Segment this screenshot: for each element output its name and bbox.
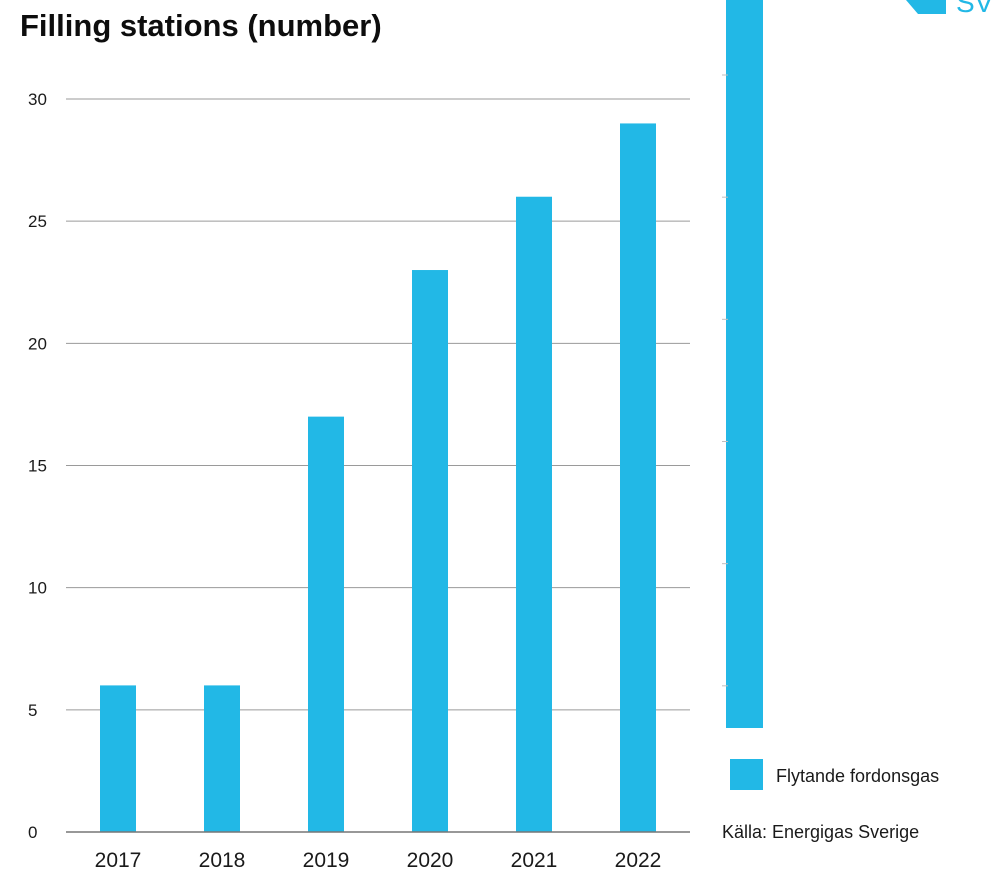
y-tick-label: 25 — [28, 212, 47, 231]
source-text: Källa: Energigas Sverige — [722, 822, 919, 842]
y-tick-label: 10 — [28, 579, 47, 598]
decorative-side-bar — [726, 0, 763, 728]
bar-2020 — [412, 270, 448, 832]
logo-mark-icon — [906, 0, 946, 14]
y-axis-ticks: 0 5 10 15 20 25 30 — [28, 90, 47, 842]
bar-2022 — [620, 123, 656, 832]
x-axis-ticks: 2017 2018 2019 2020 2021 2022 — [95, 849, 662, 872]
x-tick-label: 2017 — [95, 849, 142, 872]
y-tick-label: 5 — [28, 701, 37, 720]
y-tick-label: 30 — [28, 90, 47, 109]
bar-2017 — [100, 685, 136, 832]
legend: Flytande fordonsgas — [730, 759, 939, 790]
chart-title: Filling stations (number) — [20, 8, 382, 43]
x-tick-label: 2021 — [511, 849, 558, 872]
bar-2019 — [308, 416, 344, 832]
x-tick-label: 2018 — [199, 849, 246, 872]
legend-swatch — [730, 759, 763, 790]
gridlines — [66, 98, 690, 711]
bar-2018 — [204, 685, 240, 832]
x-tick-label: 2020 — [407, 849, 454, 872]
bars — [100, 123, 656, 832]
side-bar-ticks — [722, 74, 728, 687]
y-tick-label: 0 — [28, 823, 37, 842]
logo-text: SV — [956, 0, 994, 18]
bar-2021 — [516, 196, 552, 832]
y-tick-label: 15 — [28, 457, 47, 476]
y-tick-label: 20 — [28, 334, 47, 353]
brand-logo: SV — [906, 0, 994, 18]
x-tick-label: 2022 — [615, 849, 662, 872]
x-tick-label: 2019 — [303, 849, 350, 872]
legend-label: Flytande fordonsgas — [776, 766, 939, 786]
